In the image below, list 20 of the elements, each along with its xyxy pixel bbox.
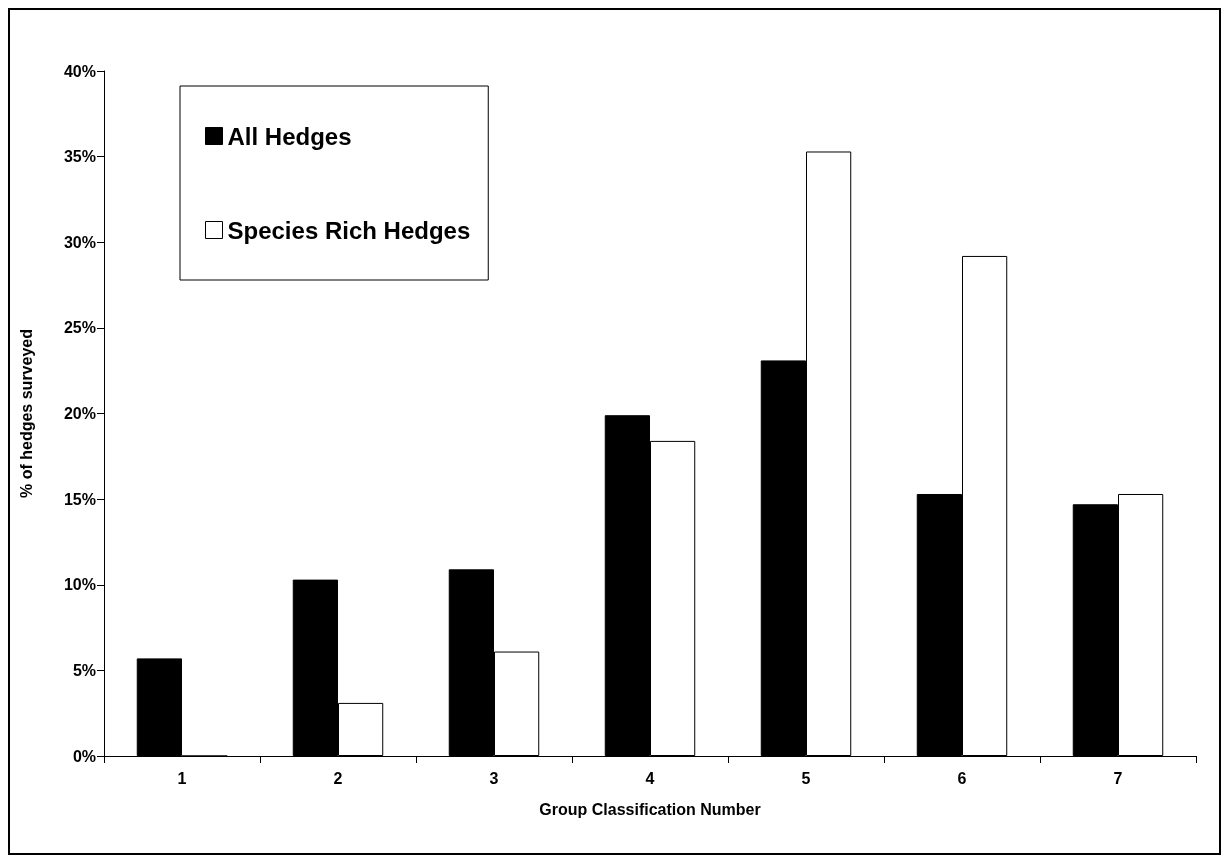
x-tick-label: 6 xyxy=(957,769,967,787)
x-tick-label: 4 xyxy=(645,769,655,787)
legend-label: Species Rich Hedges xyxy=(227,216,471,244)
legend-label: All Hedges xyxy=(227,122,352,150)
x-tick-label: 5 xyxy=(801,769,811,787)
y-tick-label: 35% xyxy=(63,148,96,166)
x-tick-label: 3 xyxy=(489,769,499,787)
y-tick-label: 0% xyxy=(72,747,96,765)
y-axis-title: % of hedges surveyed xyxy=(17,329,35,498)
y-tick-label: 30% xyxy=(63,233,96,251)
y-tick-label: 5% xyxy=(72,661,96,679)
x-tick-label: 7 xyxy=(1113,769,1123,787)
y-tick-label: 40% xyxy=(63,62,96,80)
y-tick-label: 25% xyxy=(63,319,96,337)
y-tick-label: 15% xyxy=(63,490,96,508)
y-tick-label: 20% xyxy=(63,405,96,422)
x-axis-title: Group Classification Number xyxy=(539,800,761,818)
x-tick-label: 1 xyxy=(177,769,187,787)
y-tick-label: 10% xyxy=(63,576,96,594)
x-tick-label: 2 xyxy=(333,769,343,787)
